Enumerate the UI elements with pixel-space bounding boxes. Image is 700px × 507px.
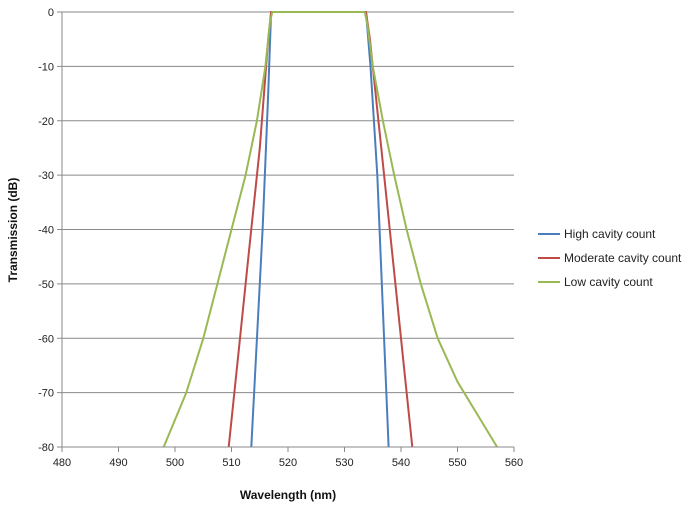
x-tick-label-2: 500 [166, 457, 184, 469]
y-tick-label-4: -40 [38, 225, 54, 237]
y-tick-label-5: -50 [38, 279, 54, 291]
y-tick-label-7: -70 [38, 388, 54, 400]
x-tick-label-1: 490 [109, 457, 127, 469]
legend: High cavity count Moderate cavity count … [538, 227, 682, 289]
x-tick-label-8: 560 [505, 457, 523, 469]
y-axis-title: Transmission (dB) [6, 178, 20, 283]
legend-label-high: High cavity count [564, 227, 656, 241]
legend-entry-high: High cavity count [538, 227, 656, 241]
x-tick-label-4: 520 [279, 457, 297, 469]
x-tick-label-3: 510 [222, 457, 240, 469]
legend-label-low: Low cavity count [564, 275, 653, 289]
y-tick-label-8: -80 [38, 442, 54, 454]
y-tick-label-3: -30 [38, 170, 54, 182]
y-tick-label-6: -60 [38, 333, 54, 345]
grid-lines [62, 11, 514, 448]
x-tick-label-6: 540 [392, 457, 410, 469]
x-tick-label-0: 480 [53, 457, 71, 469]
series-line-low [162, 11, 498, 448]
x-axis-title: Wavelength (nm) [240, 488, 336, 502]
legend-entry-moderate: Moderate cavity count [538, 251, 682, 265]
legend-entry-low: Low cavity count [538, 275, 653, 289]
tick-labels: 0 -10 -20 -30 -40 -50 -60 -70 -80 480 490 500 510 520… [38, 7, 523, 469]
y-tick-label-2: -20 [38, 116, 54, 128]
y-tick-label-1: -10 [38, 61, 54, 73]
y-tick-label-0: 0 [48, 7, 54, 19]
axes [57, 11, 515, 452]
series-line-moderate [227, 11, 414, 448]
x-tick-label-7: 550 [448, 457, 466, 469]
x-tick-label-5: 530 [335, 457, 353, 469]
legend-label-moderate: Moderate cavity count [564, 251, 682, 265]
series-lines [162, 11, 498, 448]
